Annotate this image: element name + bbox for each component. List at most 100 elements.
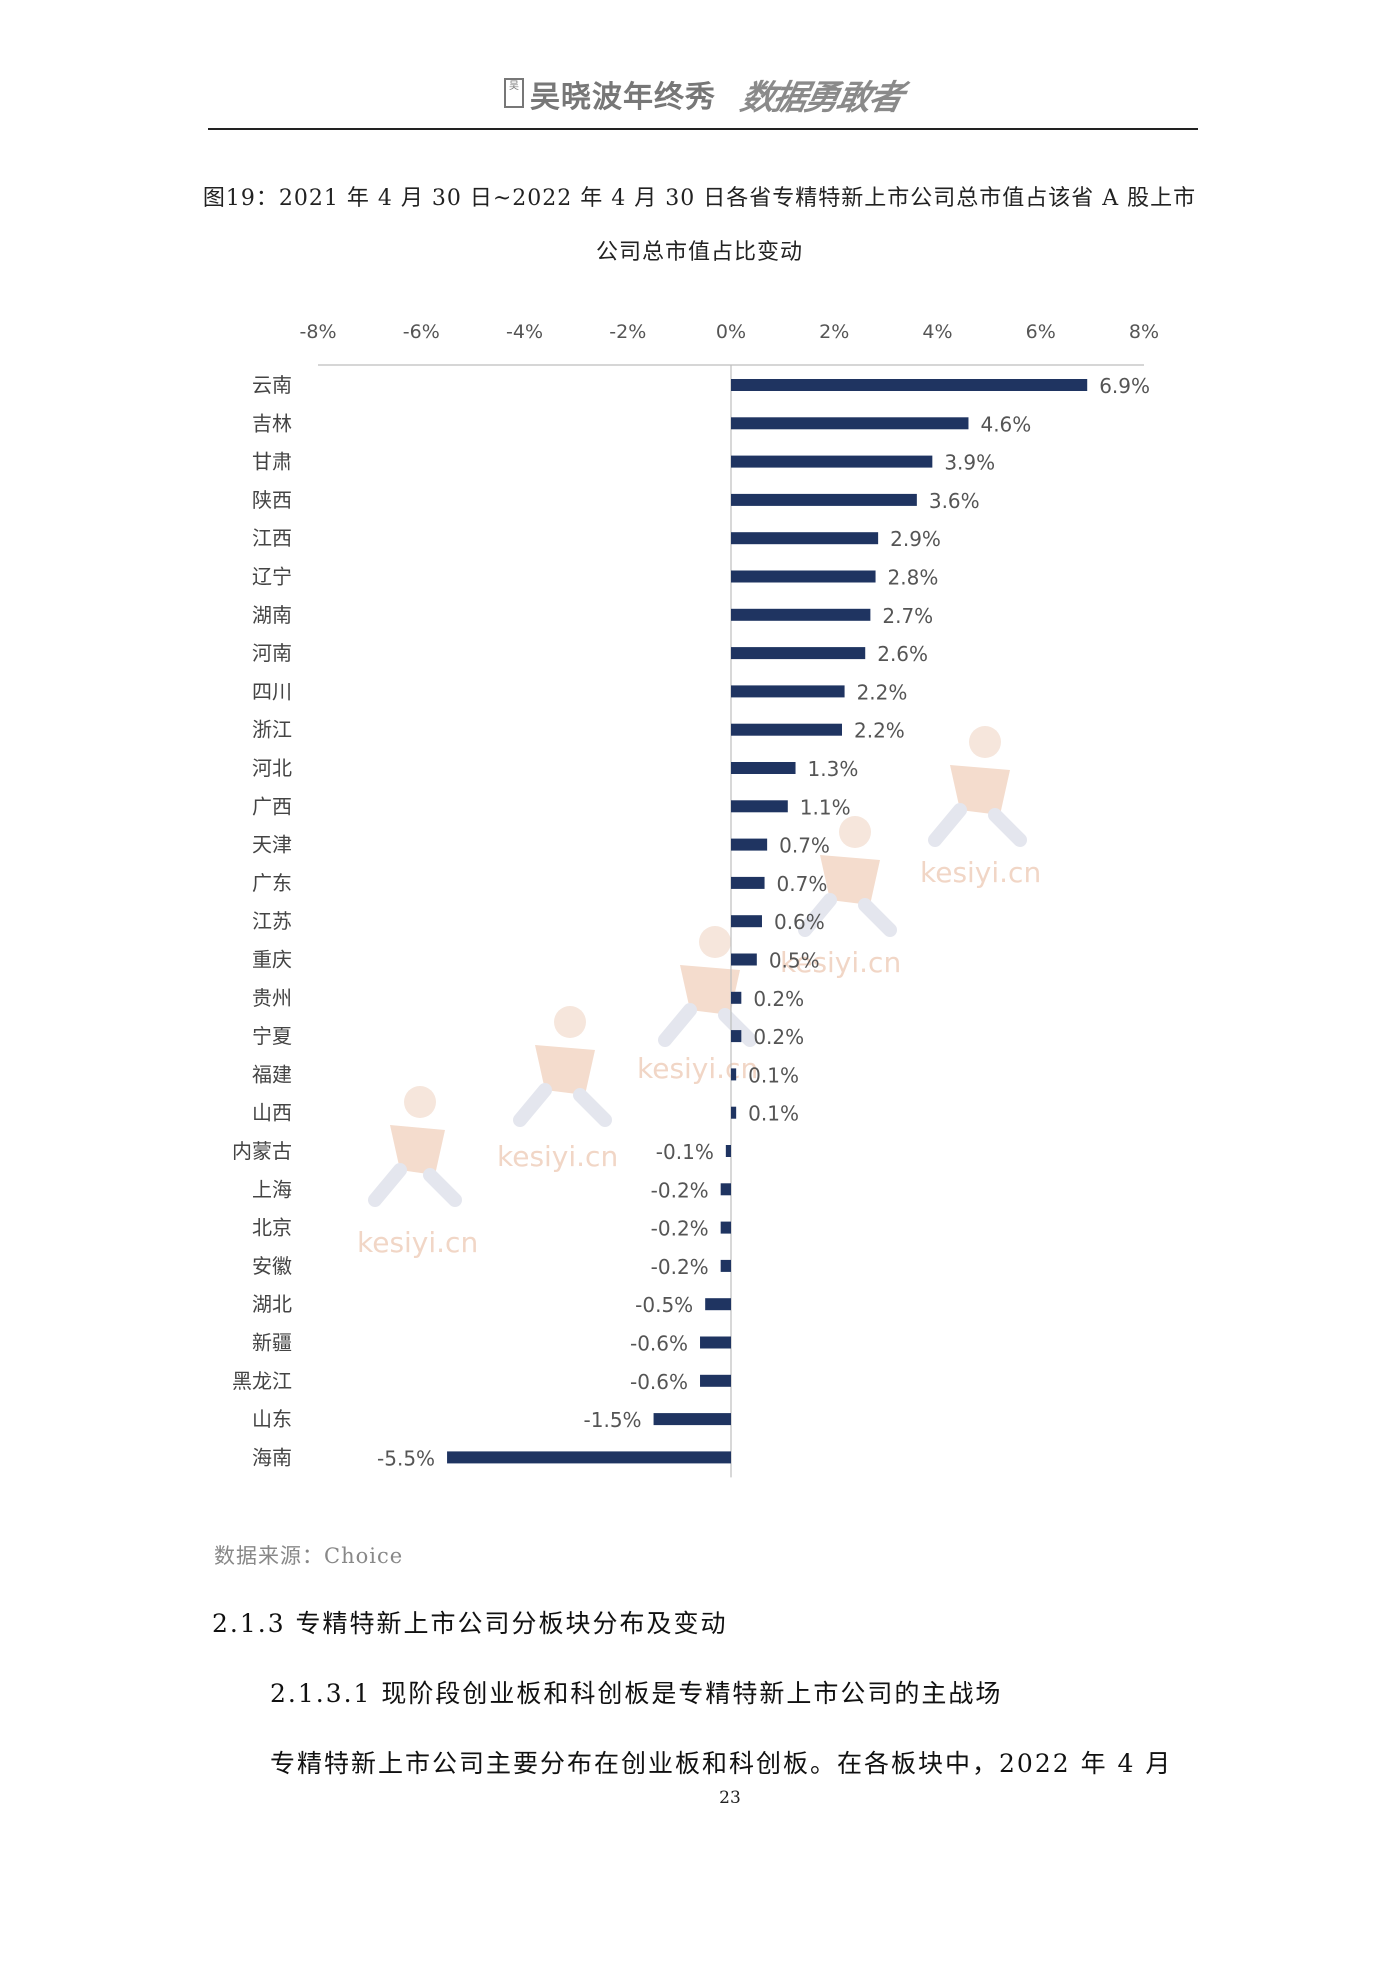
bar (725, 1145, 731, 1157)
watermark-text: kesiyi.cn (920, 856, 1042, 889)
category-label: 陕西 (252, 488, 292, 512)
x-tick-label: 8% (1129, 321, 1159, 343)
bar (731, 838, 768, 851)
data-label: -5.5% (377, 1446, 435, 1470)
watermark-text: kesiyi.cn (357, 1226, 479, 1259)
data-label: 2.9% (890, 527, 941, 551)
category-label: 宁夏 (252, 1024, 292, 1048)
data-label: 1.1% (800, 795, 851, 819)
bar (731, 493, 917, 506)
category-label: 江西 (252, 526, 292, 550)
watermark-text: kesiyi.cn (780, 946, 902, 979)
category-label: 重庆 (252, 948, 292, 972)
bar (731, 379, 1088, 391)
bar (731, 876, 765, 889)
bar (731, 1106, 737, 1119)
watermark-figure-icon (658, 926, 757, 1047)
data-label: -0.2% (651, 1217, 709, 1241)
category-label: 内蒙古 (232, 1139, 292, 1163)
category-label: 广西 (252, 794, 292, 818)
bar (731, 570, 876, 583)
data-label: 0.2% (753, 1025, 804, 1049)
category-label: 江苏 (252, 909, 292, 933)
header-brush-logo: 数据勇敢者 (737, 78, 906, 118)
page-number: 23 (719, 1788, 741, 1808)
watermark-figure-icon (798, 816, 897, 937)
category-label: 吉林 (252, 411, 292, 435)
data-label: 6.9% (1099, 374, 1150, 398)
x-tick-label: -6% (403, 321, 440, 343)
page-header: 吴 吴晓波年终秀 数据勇敢者 (0, 60, 1399, 130)
category-label: 山西 (252, 1101, 292, 1125)
x-tick-label: -4% (506, 321, 543, 343)
bar (653, 1413, 731, 1426)
data-label: -0.6% (630, 1370, 688, 1394)
category-label: 贵州 (252, 986, 292, 1010)
body-paragraph: 专精特新上市公司主要分布在创业板和科创板。在各板块中，2022 年 4 月 (270, 1749, 1173, 1778)
x-tick-label: -2% (609, 321, 646, 343)
data-label: 0.5% (769, 949, 820, 973)
bar-chart: -8% -6% -4% -2% 0% 2% 4% 6% 8% 云南 6.9% 吉林 4.6% 甘肃 3.9%… (232, 321, 1159, 1478)
bar (731, 915, 762, 928)
x-tick-label: 4% (922, 321, 952, 343)
data-label: 0.6% (774, 910, 825, 934)
x-tick-label: 2% (819, 321, 849, 343)
data-label: 1.3% (808, 757, 859, 781)
bar (731, 685, 845, 698)
section-heading-3: 2.1.3 专精特新上市公司分板块分布及变动 (212, 1609, 728, 1638)
data-label: 2.7% (882, 604, 933, 628)
category-label: 辽宁 (252, 565, 292, 589)
data-label: 2.2% (854, 719, 905, 743)
data-label: 2.6% (877, 642, 928, 666)
category-label: 福建 (252, 1062, 292, 1086)
category-label: 河北 (252, 756, 292, 780)
data-label: -0.6% (630, 1332, 688, 1356)
watermark-figure-icon (513, 1006, 612, 1127)
data-label: 0.2% (753, 987, 804, 1011)
data-label: -0.1% (656, 1140, 714, 1164)
data-label: 0.1% (748, 1102, 799, 1126)
category-label: 广东 (252, 871, 292, 895)
bar (720, 1259, 731, 1272)
bar (731, 762, 796, 774)
category-label: 北京 (252, 1216, 292, 1240)
bar (705, 1298, 731, 1311)
bar (720, 1183, 731, 1196)
category-label: 四川 (252, 679, 292, 703)
bar (731, 953, 757, 966)
data-source-note: 数据来源：Choice (214, 1544, 404, 1568)
category-label: 甘肃 (252, 450, 292, 474)
watermark-text: kesiyi.cn (637, 1052, 759, 1085)
bar (731, 991, 742, 1004)
bar (700, 1336, 731, 1349)
category-label: 新疆 (252, 1331, 292, 1355)
data-label: 3.9% (944, 451, 995, 475)
bar (720, 1221, 731, 1234)
bar (731, 1068, 737, 1081)
figure-caption-line-2: 公司总市值占比变动 (595, 240, 803, 265)
data-label: 2.2% (857, 680, 908, 704)
bar (731, 800, 788, 813)
data-label: -1.5% (584, 1408, 642, 1432)
watermark-text: kesiyi.cn (497, 1140, 619, 1173)
data-label: 0.7% (779, 834, 830, 858)
bar (731, 532, 879, 545)
bar (731, 1030, 742, 1043)
watermark-figure-icon (928, 726, 1027, 847)
bar (731, 647, 866, 660)
data-label: -0.5% (635, 1293, 693, 1317)
x-tick-label: 0% (716, 321, 746, 343)
category-label: 湖北 (252, 1292, 292, 1316)
x-tick-label: -8% (300, 321, 337, 343)
category-label: 河南 (252, 641, 292, 665)
data-label: 4.6% (980, 412, 1031, 436)
bar (731, 608, 871, 621)
bar (700, 1374, 731, 1387)
category-label: 黑龙江 (232, 1369, 292, 1393)
bar (447, 1451, 731, 1464)
category-label: 山东 (252, 1407, 292, 1431)
category-label: 上海 (252, 1177, 292, 1201)
header-divider (208, 128, 1198, 130)
category-label: 浙江 (252, 718, 292, 742)
category-label: 安徽 (252, 1254, 292, 1278)
